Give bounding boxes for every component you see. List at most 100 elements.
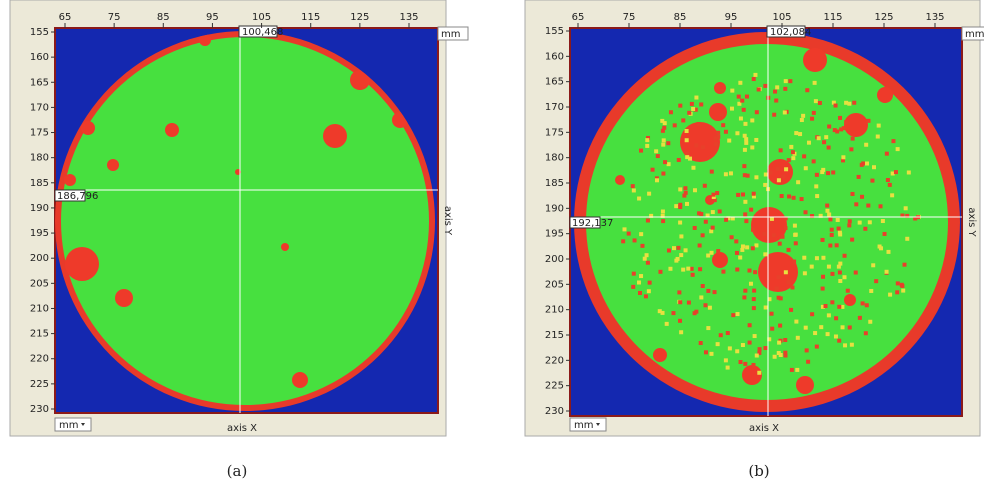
speckle xyxy=(767,297,772,302)
speckle xyxy=(684,129,689,134)
speckle xyxy=(674,204,679,209)
defect xyxy=(115,289,133,307)
speckle xyxy=(751,194,756,199)
x-tick-label: 105 xyxy=(772,12,791,23)
speckle xyxy=(840,325,845,330)
y-tick-label: 220 xyxy=(545,355,564,366)
speckle xyxy=(869,288,874,293)
speckle xyxy=(768,170,773,175)
caption: (b) xyxy=(748,462,769,480)
y-tick-label: 215 xyxy=(30,329,49,340)
speckle xyxy=(783,270,788,275)
speckle xyxy=(639,232,644,237)
speckle xyxy=(751,191,756,196)
defect xyxy=(281,243,289,251)
speckle xyxy=(773,89,778,94)
speckle xyxy=(857,220,862,225)
speckle xyxy=(818,213,823,218)
speckle xyxy=(880,219,885,224)
speckle xyxy=(849,342,854,347)
y-tick-label: 195 xyxy=(545,229,564,240)
speckle xyxy=(703,303,708,308)
speckle xyxy=(767,337,772,342)
speckle xyxy=(660,128,665,133)
speckle xyxy=(743,361,748,366)
speckle xyxy=(783,226,788,231)
speckle xyxy=(864,142,869,147)
speckle xyxy=(726,216,731,221)
speckle xyxy=(798,132,803,137)
speckle xyxy=(668,266,673,271)
defect xyxy=(796,376,814,394)
speckle xyxy=(736,94,741,99)
speckle xyxy=(776,178,781,183)
speckle xyxy=(826,171,831,176)
speckle xyxy=(662,121,667,126)
y-tick-label: 170 xyxy=(30,102,49,113)
unit-dropdown-top[interactable] xyxy=(961,26,984,41)
speckle xyxy=(835,217,840,222)
cursor-x-label: 100,468 xyxy=(242,27,283,38)
speckle xyxy=(810,116,815,121)
speckle xyxy=(794,319,799,324)
speckle xyxy=(827,212,832,217)
speckle xyxy=(811,110,816,115)
speckle xyxy=(672,123,677,128)
y-tick-label: 205 xyxy=(545,279,564,290)
speckle xyxy=(890,171,895,176)
speckle xyxy=(781,174,786,179)
speckle xyxy=(817,100,822,105)
y-tick-label: 230 xyxy=(545,406,564,417)
speckle xyxy=(783,337,788,342)
speckle xyxy=(681,267,686,272)
cursor-y-label: 186,796 xyxy=(57,191,98,202)
app-window: 102,084 192,137 65 75 85 95 105 115 125 135 155 160… xyxy=(524,0,984,480)
speckle xyxy=(622,227,627,232)
speckle xyxy=(727,138,732,143)
speckle xyxy=(704,350,709,355)
x-tick-label: 125 xyxy=(350,12,369,23)
speckle xyxy=(718,333,723,338)
x-tick-label: 95 xyxy=(725,12,738,23)
speckle xyxy=(631,284,636,289)
unit-dropdown-bottom[interactable] xyxy=(569,417,607,432)
speckle xyxy=(792,259,797,264)
speckle xyxy=(803,166,808,171)
cursor-y-box xyxy=(54,189,86,202)
speckle xyxy=(715,342,720,347)
speckle xyxy=(903,206,908,211)
speckle xyxy=(735,349,740,354)
speckle xyxy=(646,135,651,140)
speckle xyxy=(689,266,694,271)
speckle xyxy=(823,304,828,309)
speckle xyxy=(639,148,644,153)
speckle xyxy=(814,184,819,189)
speckle xyxy=(821,255,826,260)
speckle xyxy=(841,126,846,131)
app-window: 100,468 186,796 65 75 85 95 105 115 125 135 155 160… xyxy=(9,0,469,480)
speckle xyxy=(725,365,730,370)
speckle xyxy=(757,350,762,355)
speckle xyxy=(837,304,842,309)
defect xyxy=(844,294,856,306)
unit-dropdown-bottom[interactable] xyxy=(54,417,92,432)
speckle xyxy=(725,331,730,336)
speckle xyxy=(706,326,711,331)
speckle xyxy=(661,219,666,224)
speckle xyxy=(783,79,788,84)
speckle xyxy=(905,213,910,218)
speckle xyxy=(778,323,783,328)
speckle xyxy=(829,227,834,232)
speckle xyxy=(694,95,699,100)
speckle xyxy=(777,241,782,246)
speckle xyxy=(737,101,742,106)
speckle xyxy=(687,110,692,115)
speckle xyxy=(740,244,745,249)
defect xyxy=(653,348,667,362)
speckle xyxy=(700,145,705,150)
speckle xyxy=(724,217,729,222)
speckle xyxy=(626,231,631,236)
unit-dropdown-top[interactable] xyxy=(437,26,469,41)
speckle xyxy=(804,348,809,353)
speckle xyxy=(713,136,718,141)
